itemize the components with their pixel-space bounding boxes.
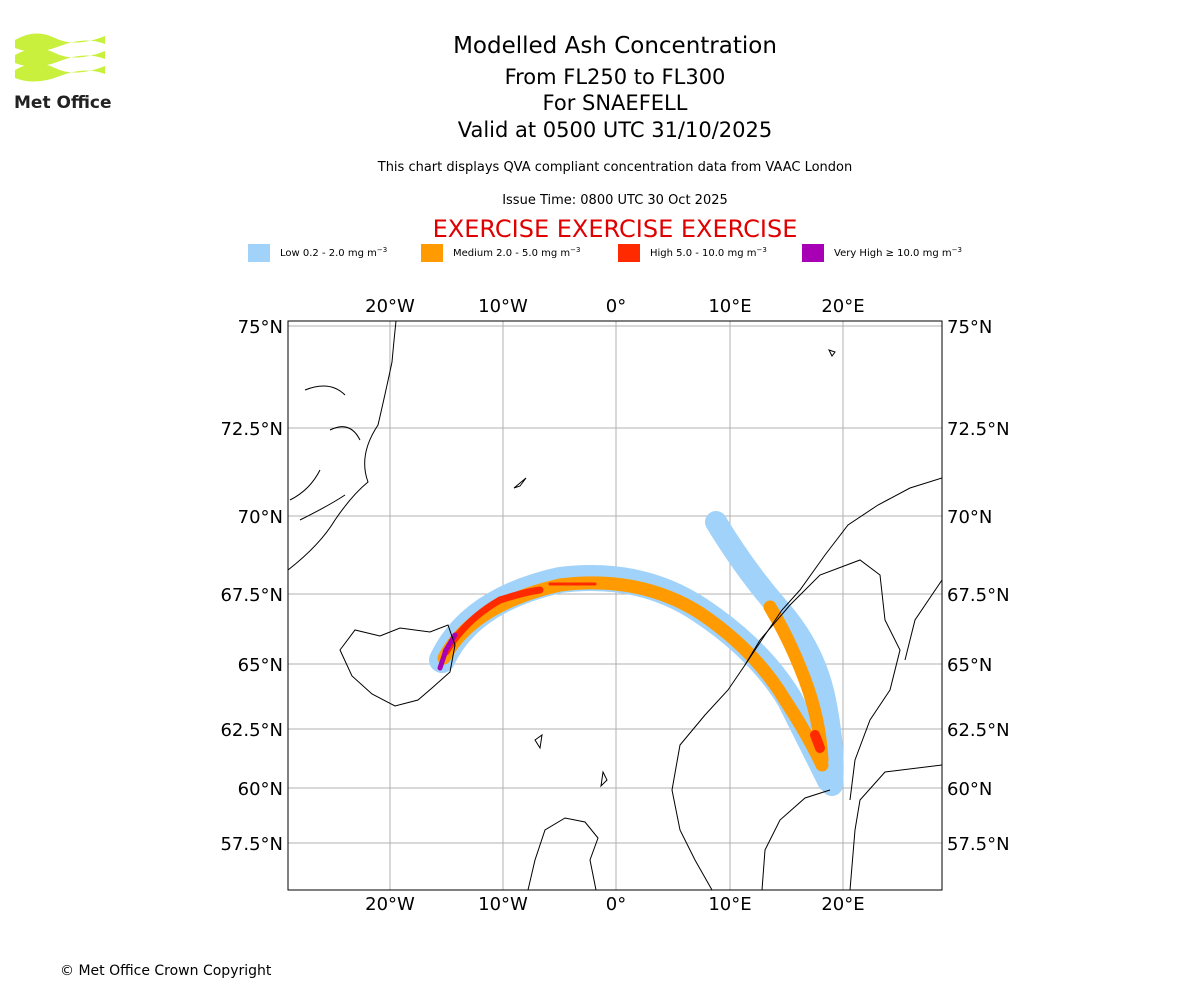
lon-label: 10°E	[708, 894, 751, 915]
lon-label: 10°E	[708, 296, 751, 317]
volcano: For SNAEFELL	[543, 91, 688, 115]
legend-swatch	[802, 244, 824, 262]
title: Modelled Ash Concentration	[453, 33, 777, 59]
lat-label: 57.5°N	[947, 834, 1010, 855]
lon-label: 0°	[606, 296, 626, 317]
note: This chart displays QVA compliant concen…	[377, 160, 853, 175]
lat-label: 67.5°N	[220, 585, 283, 606]
legend-sup: −3	[756, 246, 766, 254]
legend-label: Low 0.2 - 2.0 mg m−3	[280, 246, 387, 259]
legend-label: Medium 2.0 - 5.0 mg m−3	[453, 246, 580, 259]
footer: © Met Office Crown Copyright	[60, 963, 272, 979]
legend-text: Medium 2.0 - 5.0 mg m	[453, 248, 570, 259]
graticule: 20°W 20°W 10°W 10°W 0° 0° 10°E 10°E 20°E 20°E 75°N…	[220, 296, 1009, 915]
lat-label: 70°N	[238, 507, 283, 528]
lat-label: 75°N	[947, 317, 992, 338]
lat-label: 72.5°N	[947, 419, 1010, 440]
ash-plume	[429, 511, 844, 796]
legend: Low 0.2 - 2.0 mg m−3 Medium 2.0 - 5.0 mg …	[248, 244, 962, 262]
legend-text: Very High ≥ 10.0 mg m	[834, 248, 952, 259]
legend-sup: −3	[570, 246, 580, 254]
valid-time: Valid at 0500 UTC 31/10/2025	[458, 118, 773, 142]
legend-sup: −3	[377, 246, 387, 254]
legend-swatch	[421, 244, 443, 262]
lat-label: 75°N	[238, 317, 283, 338]
lon-label: 20°W	[365, 894, 415, 915]
lon-label: 20°E	[821, 296, 864, 317]
lat-label: 62.5°N	[947, 720, 1010, 741]
coastlines	[288, 321, 942, 890]
lat-label: 62.5°N	[220, 720, 283, 741]
lat-label: 60°N	[947, 779, 992, 800]
legend-text: High 5.0 - 10.0 mg m	[650, 248, 756, 259]
logo-text: Met Office	[14, 93, 112, 113]
map	[288, 321, 942, 890]
legend-swatch	[618, 244, 640, 262]
logo: Met Office	[14, 33, 112, 113]
lon-label: 20°E	[821, 894, 864, 915]
lon-label: 10°W	[478, 894, 528, 915]
exercise: EXERCISE EXERCISE EXERCISE	[433, 215, 798, 243]
legend-swatch	[248, 244, 270, 262]
lon-label: 0°	[606, 894, 626, 915]
legend-label: Very High ≥ 10.0 mg m−3	[834, 246, 962, 259]
lon-label: 20°W	[365, 296, 415, 317]
legend-text: Low 0.2 - 2.0 mg m	[280, 248, 377, 259]
lat-label: 57.5°N	[220, 834, 283, 855]
lat-label: 65°N	[238, 655, 283, 676]
legend-label: High 5.0 - 10.0 mg m−3	[650, 246, 767, 259]
lon-label: 10°W	[478, 296, 528, 317]
lat-label: 67.5°N	[947, 585, 1010, 606]
lat-label: 72.5°N	[220, 419, 283, 440]
levels: From FL250 to FL300	[505, 65, 726, 89]
lat-label: 60°N	[238, 779, 283, 800]
lat-label: 65°N	[947, 655, 992, 676]
map-frame	[287, 320, 943, 891]
lat-label: 70°N	[947, 507, 992, 528]
issue-time: Issue Time: 0800 UTC 30 Oct 2025	[502, 193, 728, 208]
legend-sup: −3	[952, 246, 962, 254]
